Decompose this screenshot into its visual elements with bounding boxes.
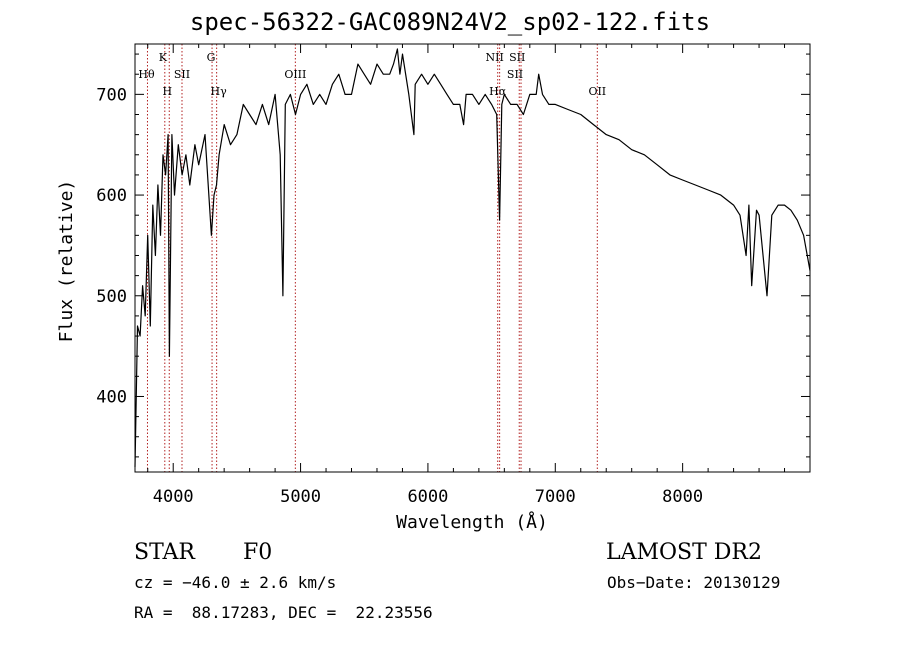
plot-border [134, 43, 811, 473]
x-tick-label: 7000 [535, 487, 576, 507]
x-axis-label: Wavelength (Å) [396, 511, 548, 533]
line-label: SII [174, 68, 190, 81]
line-label: Hα [489, 85, 507, 98]
spectrum-line [134, 48, 811, 468]
line-label: OII [588, 85, 606, 98]
x-tick-label: 5000 [280, 487, 321, 507]
plot-frame [134, 43, 811, 473]
x-tick-label: 4000 [153, 487, 194, 507]
line-label: NII [486, 51, 504, 64]
line-label: G [207, 51, 216, 64]
line-label: OIII [284, 68, 306, 81]
object-class: STAR [134, 540, 195, 565]
chart-title: spec-56322-GAC089N24V2_sp02-122.fits [189, 8, 711, 36]
line-label: H [162, 85, 172, 98]
y-tick-label: 700 [96, 85, 127, 105]
line-label: K [159, 51, 168, 64]
redshift-velocity: cz = −46.0 ± 2.6 km/s [134, 573, 337, 592]
line-label: Hθ [138, 68, 155, 81]
y-tick-label: 600 [96, 186, 127, 206]
y-axis-label: Flux (relative) [56, 180, 77, 343]
x-tick-label: 8000 [662, 487, 703, 507]
survey-label: LAMOST DR2 [606, 540, 762, 565]
line-label: SII [509, 51, 525, 64]
line-label: Hγ [211, 85, 228, 98]
line-markers [146, 44, 598, 472]
axis-ticks: 4000 5000 6000 7000 8000 400 500 600 700 [96, 44, 810, 507]
line-label: SII [507, 68, 523, 81]
observation-date: Obs−Date: 20130129 [607, 573, 781, 592]
y-tick-label: 500 [96, 287, 127, 307]
coordinates: RA = 88.17283, DEC = 22.23556 [134, 603, 433, 622]
y-tick-label: 400 [96, 387, 127, 407]
spectrum-series [134, 48, 811, 468]
x-tick-label: 6000 [407, 487, 448, 507]
object-subclass: F0 [243, 540, 273, 565]
